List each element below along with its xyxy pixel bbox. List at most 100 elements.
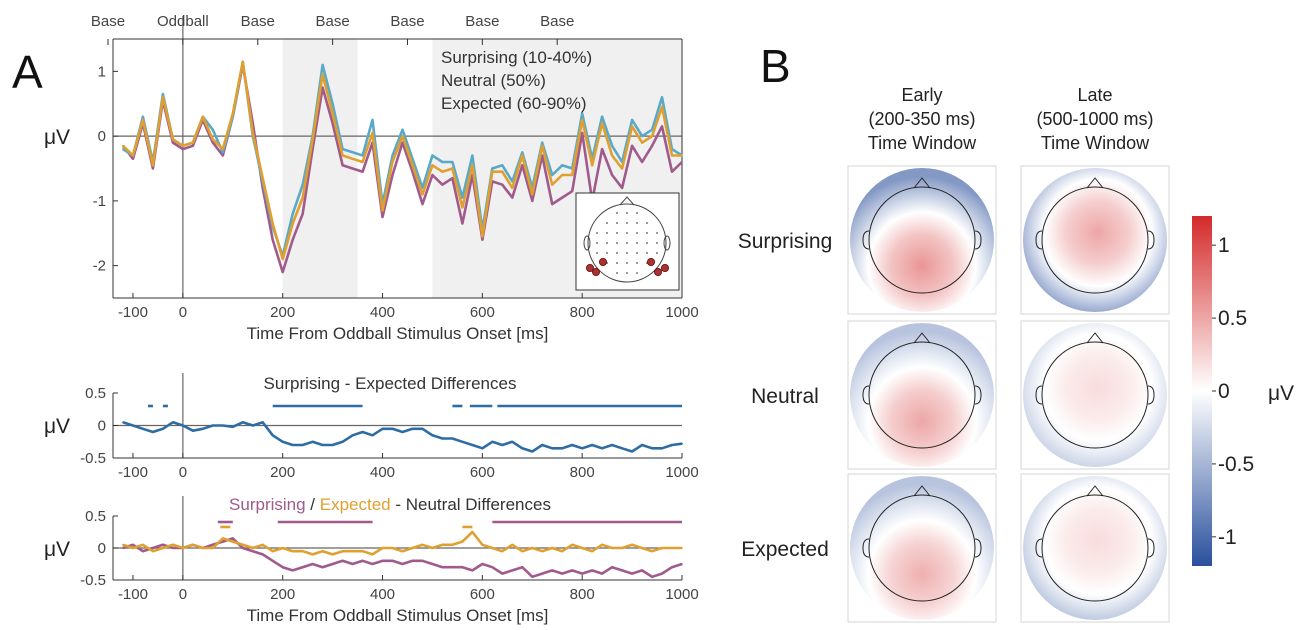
- data-point: [671, 547, 673, 549]
- data-point: [561, 447, 564, 450]
- topo-field: [850, 323, 994, 467]
- data-point: [221, 540, 224, 543]
- data-point: [351, 550, 354, 553]
- data-point: [461, 540, 464, 543]
- series-line-0: [122, 421, 683, 453]
- data-point: [581, 112, 584, 115]
- data-point: [211, 424, 214, 427]
- data-point: [601, 572, 604, 575]
- data-point: [371, 119, 374, 121]
- x-tick-label: 1000: [665, 464, 698, 481]
- data-point: [142, 543, 144, 546]
- right-ear: [974, 538, 982, 558]
- y-tick-label: 0: [98, 540, 106, 557]
- data-point: [301, 183, 304, 186]
- data-point: [671, 444, 673, 446]
- data-point: [271, 559, 274, 562]
- data-point: [551, 174, 554, 176]
- data-point: [681, 563, 683, 565]
- data-point: [601, 447, 604, 450]
- data-point: [361, 559, 364, 562]
- data-point: [361, 431, 364, 433]
- data-point: [311, 440, 314, 443]
- data-point: [501, 444, 504, 446]
- data-point: [451, 437, 454, 440]
- data-point: [611, 547, 614, 549]
- data-point: [431, 164, 434, 167]
- data-point: [251, 547, 254, 549]
- diff-title: Surprising / Expected - Neutral Differen…: [229, 495, 551, 514]
- data-point: [511, 569, 514, 572]
- data-point: [451, 566, 454, 569]
- data-point: [531, 450, 534, 453]
- colorbar-tick-label: -0.5: [1218, 453, 1254, 476]
- diff-title: Surprising - Expected Differences: [264, 374, 517, 393]
- x-tick-label: 800: [570, 586, 595, 603]
- data-point: [201, 427, 204, 430]
- title-part: Expected: [320, 495, 391, 514]
- electrode-dot: [646, 232, 648, 234]
- title-part: /: [306, 495, 320, 514]
- data-point: [551, 569, 554, 572]
- data-point: [281, 271, 284, 273]
- data-point: [211, 547, 214, 549]
- data-point: [132, 543, 134, 546]
- legend-label-1: Neutral (50%): [441, 71, 546, 90]
- y-axis-label: μV: [44, 415, 70, 438]
- data-point: [461, 440, 464, 443]
- data-point: [421, 187, 424, 189]
- data-point: [291, 550, 294, 553]
- data-point: [511, 180, 514, 183]
- data-point: [571, 174, 574, 176]
- electrode-dot: [596, 252, 598, 254]
- data-point: [311, 553, 314, 556]
- electrode-dot: [626, 212, 628, 214]
- data-point: [341, 440, 344, 443]
- data-point: [411, 559, 414, 562]
- data-point: [441, 543, 444, 546]
- epoch-label: Base: [91, 13, 125, 30]
- data-point: [621, 447, 624, 450]
- data-point: [571, 569, 574, 572]
- x-tick-label: -100: [118, 464, 148, 481]
- data-point: [551, 447, 554, 450]
- data-point: [401, 141, 404, 144]
- data-point: [611, 144, 614, 147]
- electrode-dot: [656, 252, 658, 254]
- data-point: [411, 170, 414, 173]
- colorbar-tick-label: 1: [1218, 234, 1230, 257]
- data-point: [122, 547, 124, 549]
- topo-map-neutral-early: [847, 320, 997, 470]
- column-header-line: Time Window: [868, 133, 977, 153]
- data-point: [471, 531, 474, 533]
- x-tick-label: 1000: [665, 586, 698, 603]
- data-point: [521, 447, 524, 450]
- x-axis-label: Time From Oddball Stimulus Onset [ms]: [247, 324, 549, 343]
- data-point: [641, 444, 643, 446]
- left-ear: [862, 538, 870, 558]
- data-point: [351, 167, 354, 170]
- electrode-dot: [636, 212, 638, 214]
- data-point: [371, 563, 374, 565]
- data-point: [441, 566, 444, 569]
- electrode-dot: [626, 262, 628, 264]
- electrode-dot: [616, 232, 618, 234]
- data-point: [142, 550, 144, 553]
- data-point: [401, 431, 404, 433]
- y-tick-label: 0: [98, 418, 106, 435]
- data-point: [421, 203, 424, 206]
- data-point: [631, 450, 633, 453]
- electrode-dot: [596, 232, 598, 234]
- electrode-dot: [656, 242, 658, 244]
- data-point: [401, 550, 404, 553]
- data-point: [391, 161, 394, 163]
- data-point: [581, 119, 584, 121]
- data-point: [271, 222, 274, 225]
- data-point: [142, 115, 144, 118]
- electrode-dot: [626, 232, 628, 234]
- head-outline: [1041, 494, 1149, 602]
- data-point: [201, 115, 204, 118]
- epoch-label: Base: [390, 13, 424, 30]
- data-point: [391, 559, 394, 562]
- y-axis-label: μV: [44, 538, 70, 561]
